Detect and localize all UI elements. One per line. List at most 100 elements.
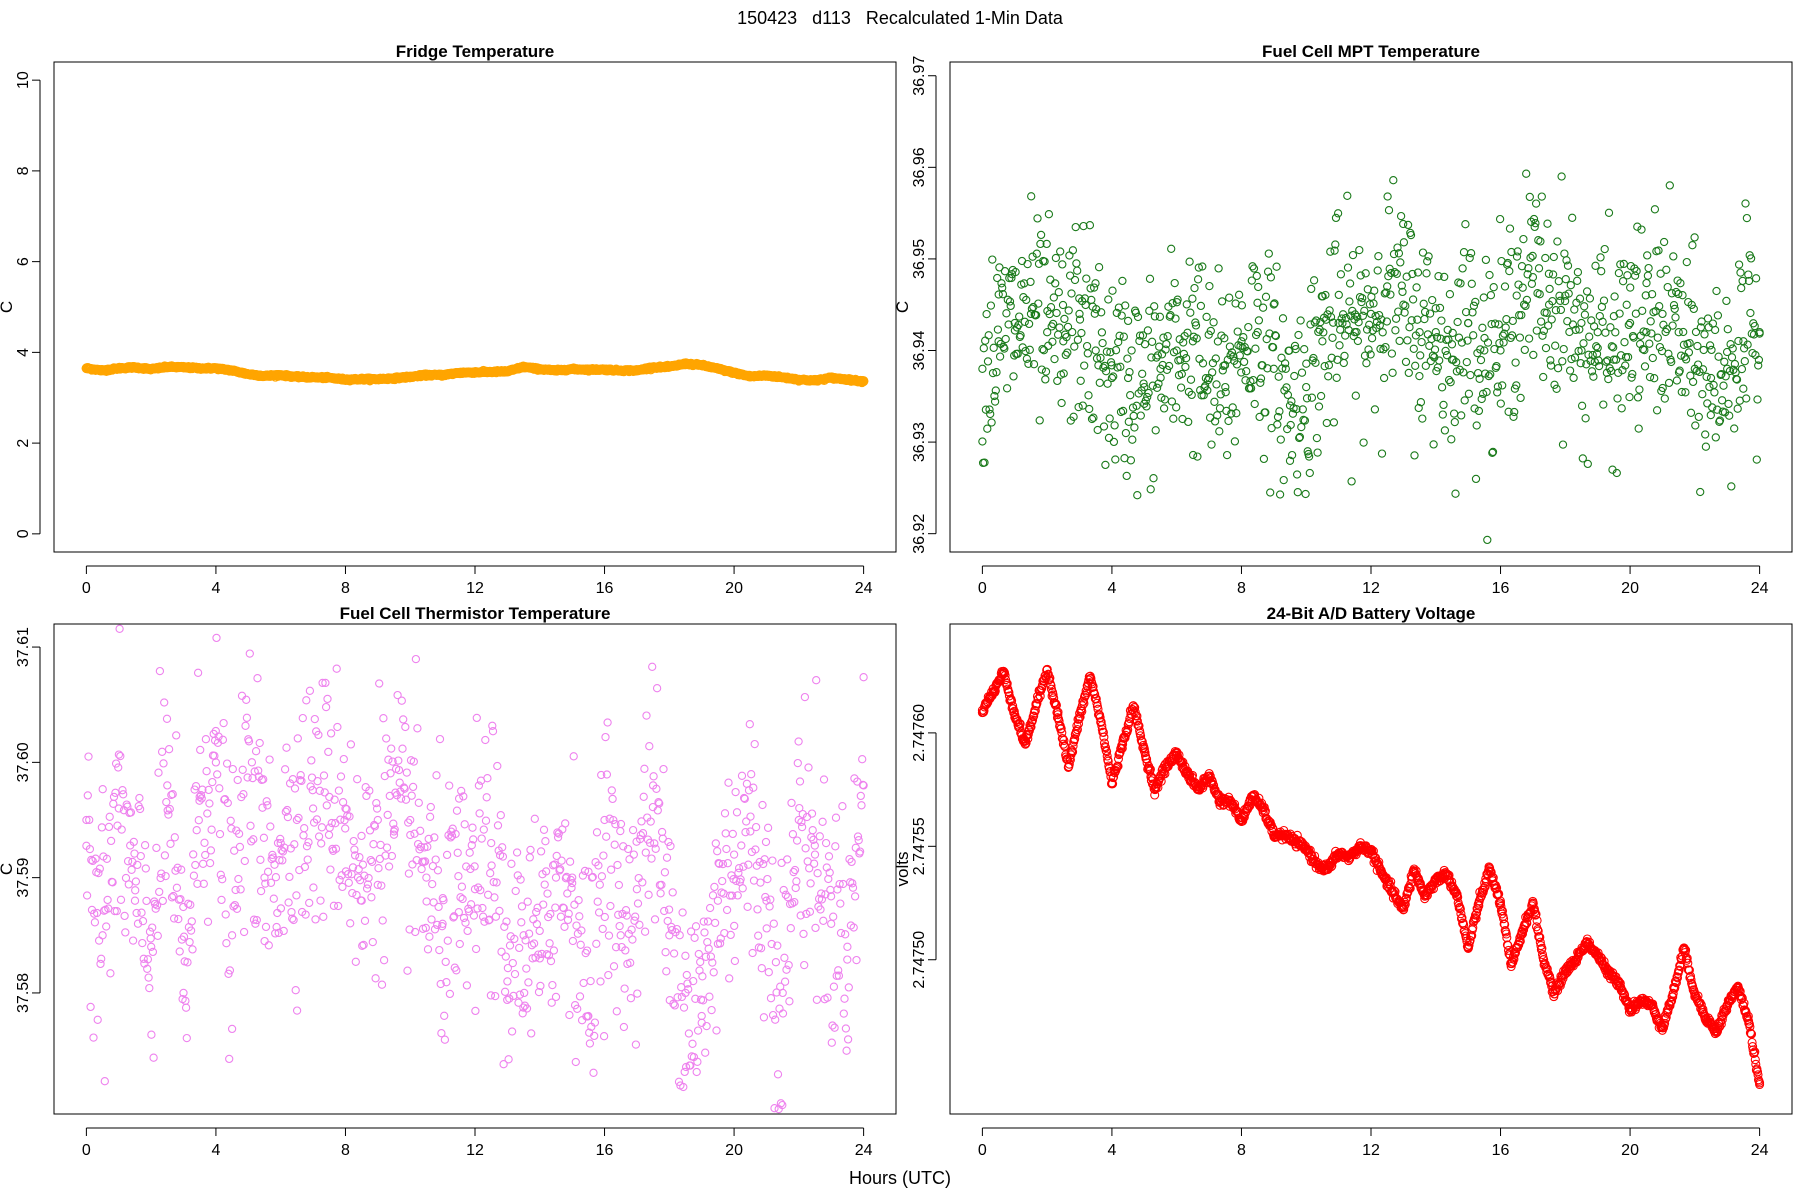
- data-point: [222, 759, 232, 768]
- data-point: [1660, 394, 1669, 403]
- data-point: [1138, 369, 1147, 378]
- data-point: [1417, 337, 1426, 347]
- data-point: [1020, 317, 1029, 326]
- data-point: [1732, 375, 1742, 384]
- data-point: [417, 864, 426, 874]
- data-point: [1457, 338, 1467, 347]
- x-tick-label: 24: [1751, 1142, 1769, 1159]
- data-point: [243, 369, 254, 379]
- data-point: [754, 931, 763, 940]
- data-point: [1550, 380, 1559, 389]
- data-point: [1617, 404, 1626, 413]
- data-point: [1068, 246, 1078, 255]
- data-point: [1393, 243, 1402, 252]
- data-point: [1156, 364, 1165, 373]
- data-point: [1043, 670, 1053, 680]
- data-point: [1145, 306, 1154, 315]
- data-point: [1746, 254, 1756, 263]
- data-point: [1302, 382, 1311, 392]
- data-point: [1335, 341, 1344, 350]
- data-point: [377, 980, 387, 989]
- data-point: [90, 918, 100, 927]
- data-point: [195, 792, 204, 802]
- data-point: [97, 365, 108, 376]
- data-point: [994, 337, 1003, 346]
- data-point: [660, 906, 669, 916]
- data-point: [1326, 312, 1336, 322]
- data-point: [582, 946, 592, 955]
- data-point: [1105, 414, 1114, 423]
- data-point: [221, 910, 230, 919]
- data-point: [532, 907, 541, 917]
- data-point: [279, 926, 288, 936]
- data-point: [580, 866, 590, 876]
- data-point: [686, 927, 696, 936]
- data-point: [387, 851, 397, 861]
- data-point: [1172, 403, 1181, 412]
- data-point: [534, 987, 544, 997]
- data-point: [659, 764, 668, 774]
- data-point: [1210, 397, 1219, 406]
- data-point: [293, 734, 302, 743]
- data-point: [1271, 331, 1280, 340]
- data-point: [669, 999, 678, 1008]
- data-point: [369, 840, 378, 849]
- data-point: [1327, 353, 1336, 362]
- data-point: [576, 940, 585, 949]
- data-point: [300, 862, 310, 872]
- data-point: [1699, 345, 1708, 355]
- data-point: [135, 804, 145, 814]
- data-point: [1408, 269, 1417, 279]
- data-point: [1691, 327, 1701, 337]
- data-point: [325, 823, 334, 832]
- data-point: [1218, 366, 1227, 375]
- data-point: [638, 878, 647, 887]
- data-point: [216, 870, 225, 879]
- data-point: [588, 872, 597, 882]
- data-point: [805, 864, 814, 873]
- data-point: [1606, 366, 1616, 376]
- data-point: [148, 947, 158, 957]
- data-point: [1489, 283, 1498, 292]
- data-point: [1601, 357, 1611, 366]
- data-point: [761, 370, 772, 381]
- data-point: [1643, 271, 1653, 280]
- data-point: [228, 764, 237, 774]
- data-point: [838, 802, 847, 811]
- data-point: [1486, 291, 1496, 300]
- data-point: [610, 840, 619, 849]
- data-point: [710, 882, 719, 892]
- data-point: [661, 948, 670, 957]
- data-point: [1002, 309, 1011, 318]
- data-point: [163, 781, 172, 790]
- data-point: [1574, 346, 1583, 356]
- data-point: [1328, 333, 1337, 342]
- data-point: [402, 768, 411, 777]
- data-point: [1752, 455, 1761, 464]
- data-point: [1685, 338, 1694, 348]
- y-tick-label: 2.74760: [911, 704, 928, 762]
- data-point: [1624, 320, 1633, 330]
- data-point: [745, 371, 756, 382]
- data-point: [425, 812, 435, 821]
- data-point: [646, 817, 655, 826]
- data-point: [709, 968, 718, 977]
- panel-frame: [949, 623, 1793, 1115]
- data-point: [1507, 331, 1517, 340]
- data-point: [547, 998, 556, 1007]
- data-point: [1751, 274, 1761, 283]
- data-point: [94, 936, 104, 945]
- data-point: [358, 941, 367, 950]
- data-point: [472, 713, 481, 723]
- data-point: [1125, 367, 1134, 377]
- data-point: [290, 784, 300, 793]
- data-point: [1177, 369, 1186, 379]
- data-point: [1225, 293, 1234, 302]
- data-point: [794, 815, 803, 825]
- data-point: [1627, 373, 1636, 382]
- data-point: [1326, 247, 1335, 256]
- data-point: [756, 878, 765, 887]
- data-point: [1549, 252, 1558, 262]
- data-point: [469, 911, 479, 920]
- data-point: [729, 850, 739, 859]
